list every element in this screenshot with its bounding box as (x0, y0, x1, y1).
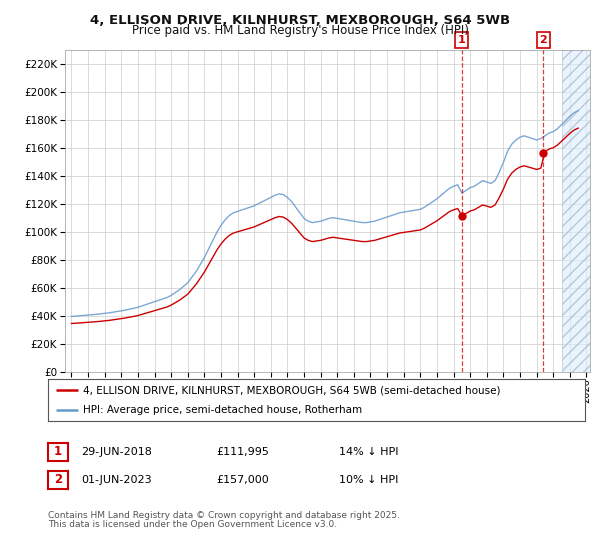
Text: 01-JUN-2023: 01-JUN-2023 (81, 475, 152, 485)
Text: 1: 1 (458, 35, 466, 45)
Text: This data is licensed under the Open Government Licence v3.0.: This data is licensed under the Open Gov… (48, 520, 337, 529)
Text: 2: 2 (54, 473, 62, 487)
Text: 2: 2 (539, 35, 547, 45)
Text: £157,000: £157,000 (216, 475, 269, 485)
Text: 4, ELLISON DRIVE, KILNHURST, MEXBOROUGH, S64 5WB: 4, ELLISON DRIVE, KILNHURST, MEXBOROUGH,… (90, 14, 510, 27)
Text: HPI: Average price, semi-detached house, Rotherham: HPI: Average price, semi-detached house,… (83, 405, 362, 415)
Text: 14% ↓ HPI: 14% ↓ HPI (339, 447, 398, 457)
Bar (562, 22, 590, 372)
Text: Contains HM Land Registry data © Crown copyright and database right 2025.: Contains HM Land Registry data © Crown c… (48, 511, 400, 520)
Text: 1: 1 (54, 445, 62, 459)
Text: £111,995: £111,995 (216, 447, 269, 457)
Text: 29-JUN-2018: 29-JUN-2018 (81, 447, 152, 457)
Text: 10% ↓ HPI: 10% ↓ HPI (339, 475, 398, 485)
Text: Price paid vs. HM Land Registry's House Price Index (HPI): Price paid vs. HM Land Registry's House … (131, 24, 469, 37)
Text: 4, ELLISON DRIVE, KILNHURST, MEXBOROUGH, S64 5WB (semi-detached house): 4, ELLISON DRIVE, KILNHURST, MEXBOROUGH,… (83, 385, 500, 395)
